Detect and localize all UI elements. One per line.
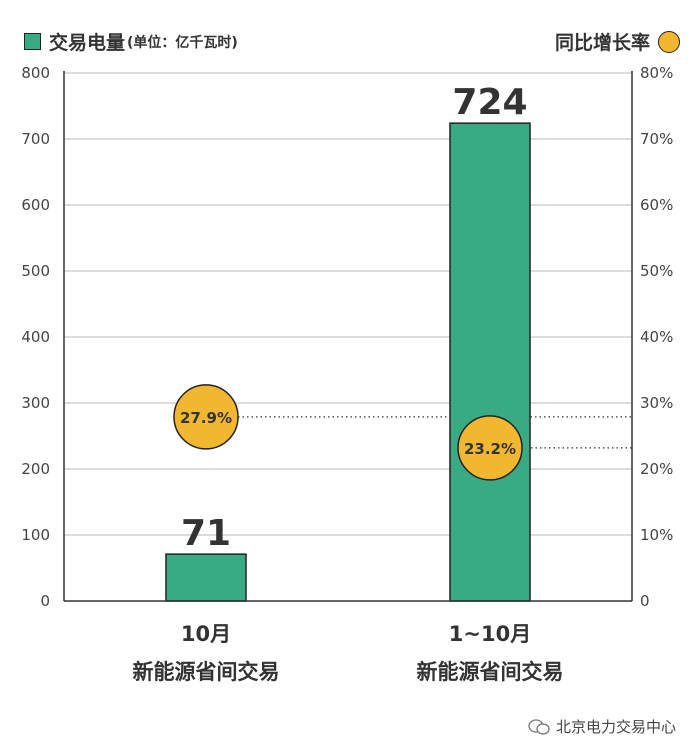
y-right-tick-label: 10% [640, 526, 673, 544]
y-right-tick-label: 70% [640, 130, 673, 148]
bar [165, 553, 247, 602]
y-left-tick-label: 100 [21, 526, 50, 544]
x-category-label: 1~10月 [449, 622, 531, 646]
growth-rate-marker [173, 384, 239, 450]
y-right-tick-label: 40% [640, 328, 673, 346]
legend-unit-label: (单位：亿千瓦时) [127, 34, 238, 51]
y-left-tick-label: 600 [21, 196, 50, 214]
legend-volume-label: 交易电量 [49, 32, 126, 54]
x-category-label: 新能源省间交易 [417, 660, 564, 684]
bar-value-label: 71 [181, 513, 231, 554]
legend-dot-swatch [658, 30, 680, 53]
y-left-tick-label: 500 [21, 262, 50, 280]
growth-rate-label: 27.9% [180, 409, 232, 427]
y-left-tick-label: 0 [40, 592, 50, 610]
bar-value-label: 724 [452, 82, 527, 123]
y-left-tick-label: 300 [21, 394, 50, 412]
x-category-label: 10月 [181, 622, 231, 646]
y-left-tick-label: 800 [21, 64, 50, 82]
legend-growth: 同比增长率 [555, 28, 680, 55]
y-left-tick-label: 400 [21, 328, 50, 346]
growth-rate-marker [457, 415, 523, 481]
x-category-label: 新能源省间交易 [133, 660, 280, 684]
watermark: 北京电力交易中心 [528, 716, 676, 737]
y-right-tick-label: 80% [640, 64, 673, 82]
y-right-tick-label: 50% [640, 262, 673, 280]
y-right-tick-label: 0 [640, 592, 650, 610]
growth-rate-label: 23.2% [464, 440, 516, 458]
legend-volume: 交易电量 (单位：亿千瓦时) [24, 28, 238, 55]
watermark-text: 北京电力交易中心 [555, 718, 676, 736]
legend-growth-label: 同比增长率 [554, 32, 650, 54]
y-right-tick-label: 20% [640, 460, 673, 478]
y-right-tick-label: 60% [640, 196, 673, 214]
bar [449, 122, 531, 602]
legend-bar-swatch [24, 33, 41, 50]
wechat-icon [528, 718, 550, 735]
y-left-tick-label: 200 [21, 460, 50, 478]
y-right-tick-label: 30% [640, 394, 673, 412]
y-left-tick-label: 700 [21, 130, 50, 148]
